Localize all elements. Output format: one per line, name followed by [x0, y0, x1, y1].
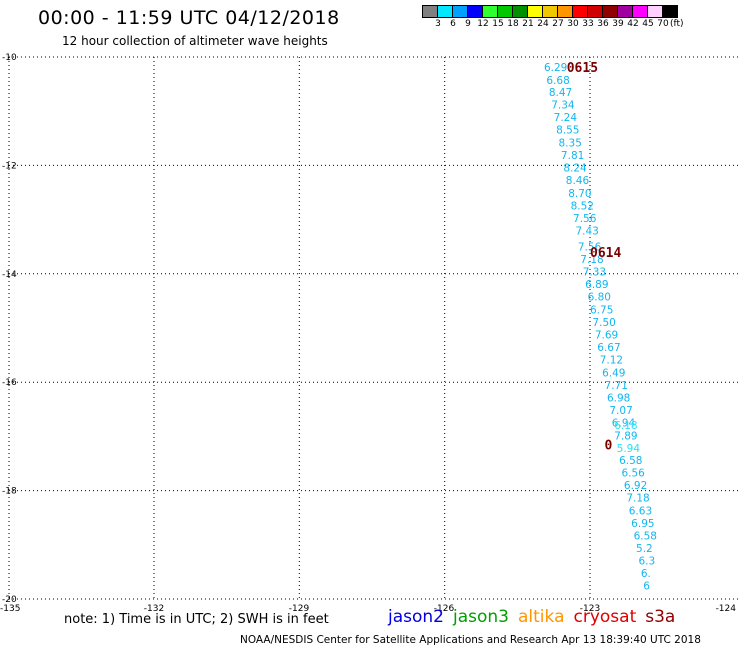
- credit-line: NOAA/NESDIS Center for Satellite Applica…: [240, 634, 701, 646]
- swh-value-label: 7.56: [573, 213, 597, 225]
- legend-tick-label: 33: [582, 19, 594, 29]
- legend-tick-label: 24: [537, 19, 549, 29]
- lat-tick-label: -16: [2, 378, 17, 388]
- satellite-s3a: s3a: [645, 607, 676, 627]
- swh-value-label: 7.18: [580, 254, 603, 266]
- swh-value-label: 6: [643, 580, 650, 592]
- lat-tick-label: -12: [2, 161, 17, 171]
- lon-tick-label: -123: [580, 604, 600, 614]
- swh-value-label: 7.24: [554, 112, 578, 124]
- swh-value-label: 7.12: [600, 354, 623, 366]
- legend-tick-label: 18: [507, 19, 519, 29]
- swh-value-label: 8.47: [549, 87, 572, 99]
- swh-value-label: 6.92: [624, 480, 647, 492]
- legend-tick-label: 45: [642, 19, 654, 29]
- swh-value-label: 6.94: [612, 417, 636, 429]
- legend-tick-label: 9: [465, 19, 471, 29]
- swh-value-label: 6.56: [621, 468, 645, 480]
- satellite-altika: altika: [518, 607, 565, 627]
- legend-tick-label: 6: [450, 19, 456, 29]
- swh-value-label: 5.2: [636, 543, 653, 555]
- swh-value-label: 6.49: [602, 367, 625, 379]
- lon-tick-label: -124: [716, 604, 737, 614]
- swh-value-label: 6.: [641, 568, 651, 580]
- wave-height-legend: 3 6 9 12 15 18 21 24 27 30 33 36 39 42 45 70 (ft): [422, 5, 740, 32]
- legend-swatch: [662, 5, 678, 18]
- legend-unit: (ft): [670, 19, 684, 29]
- map-title: 00:00 - 11:59 UTC 04/12/2018: [38, 7, 340, 29]
- legend-tick-label: 3: [435, 19, 441, 29]
- swh-observations: 6.296.688.477.347.248.558.357.818.248.46…: [544, 62, 657, 593]
- swh-value-label: 7.56: [578, 242, 602, 254]
- axis-labels: -135 -132 -129 -126 -123 -124 -10 -12 -14 -16 -18 -…: [0, 53, 736, 614]
- swh-value-label: 8.46: [566, 175, 590, 187]
- swh-value-label: 6.58: [634, 531, 657, 543]
- lat-tick-label: -18: [2, 487, 17, 497]
- lat-tick-label: -10: [2, 53, 17, 63]
- legend-tick-label: 39: [612, 19, 624, 29]
- swh-value-label: 8.70: [568, 188, 591, 200]
- swh-value-label: 7.50: [592, 317, 615, 329]
- legend-tick-label: 15: [492, 19, 504, 29]
- lon-tick-label: -126: [434, 604, 455, 614]
- legend-tick-label: 12: [477, 19, 489, 29]
- legend-tick-labels: 3 6 9 12 15 18 21 24 27 30 33 36 39 42 45 70 (ft): [422, 18, 740, 32]
- lon-tick-label: -132: [144, 604, 164, 614]
- satellite-jason3: jason3: [453, 607, 509, 627]
- swh-value-label: 7.34: [551, 100, 575, 112]
- swh-value-label: 6.89: [585, 279, 608, 291]
- units-note: note: 1) Time is in UTC; 2) SWH is in fe…: [64, 612, 329, 627]
- pass-time-label: 0: [605, 439, 613, 454]
- swh-value-label: 7.81: [561, 150, 584, 162]
- lat-tick-label: -20: [2, 595, 17, 605]
- legend-tick-label: 36: [597, 19, 609, 29]
- swh-value-label: 7.43: [575, 225, 598, 237]
- swh-value-label: 6.18: [614, 420, 637, 432]
- swh-value-label: 8.52: [571, 201, 594, 213]
- swh-value-label: 8.35: [559, 138, 582, 150]
- swh-value-label: 6.3: [638, 556, 655, 568]
- pass-time-labels: 0615 0614 0: [567, 61, 622, 454]
- lat-tick-label: -14: [2, 270, 17, 280]
- swh-value-label: 7.07: [609, 405, 632, 417]
- swh-value-label: 7.71: [605, 380, 628, 392]
- swh-value-label: 8.55: [556, 125, 579, 137]
- legend-tick-label: 21: [522, 19, 534, 29]
- swh-value-label: 6.63: [629, 506, 652, 518]
- legend-tick-label: 30: [567, 19, 579, 29]
- pass-time-label: 0614: [590, 246, 621, 261]
- swh-value-label: 6.98: [607, 392, 630, 404]
- map-subtitle: 12 hour collection of altimeter wave hei…: [62, 34, 328, 48]
- legend-tick-label: 70: [657, 19, 669, 29]
- swh-value-label: 7.89: [614, 430, 637, 442]
- swh-value-label: 7.69: [595, 330, 618, 342]
- swh-value-label: 6.58: [619, 455, 642, 467]
- swh-value-label: 5.94: [617, 443, 641, 455]
- pass-time-label: 0615: [567, 61, 598, 76]
- satellite-cryosat: cryosat: [573, 607, 637, 627]
- swh-value-label: 8.24: [563, 163, 587, 175]
- legend-tick-label: 27: [552, 19, 564, 29]
- legend-color-bar: [422, 5, 740, 18]
- swh-value-label: 6.67: [597, 342, 620, 354]
- lon-tick-label: -135: [0, 604, 20, 614]
- swh-value-label: 6.75: [590, 305, 613, 317]
- swh-value-label: 6.80: [588, 292, 611, 304]
- swh-value-label: 6.95: [631, 518, 654, 530]
- swh-value-label: 6.68: [546, 75, 569, 87]
- satellite-key: jason2 jason3 altika cryosat s3a: [388, 607, 684, 627]
- swh-value-label: 6.29: [544, 62, 567, 74]
- satellite-jason2: jason2: [388, 607, 444, 627]
- legend-tick-label: 42: [627, 19, 639, 29]
- lon-tick-label: -129: [289, 604, 310, 614]
- swh-value-label: 7.33: [583, 267, 606, 279]
- swh-value-label: 7.18: [626, 493, 649, 505]
